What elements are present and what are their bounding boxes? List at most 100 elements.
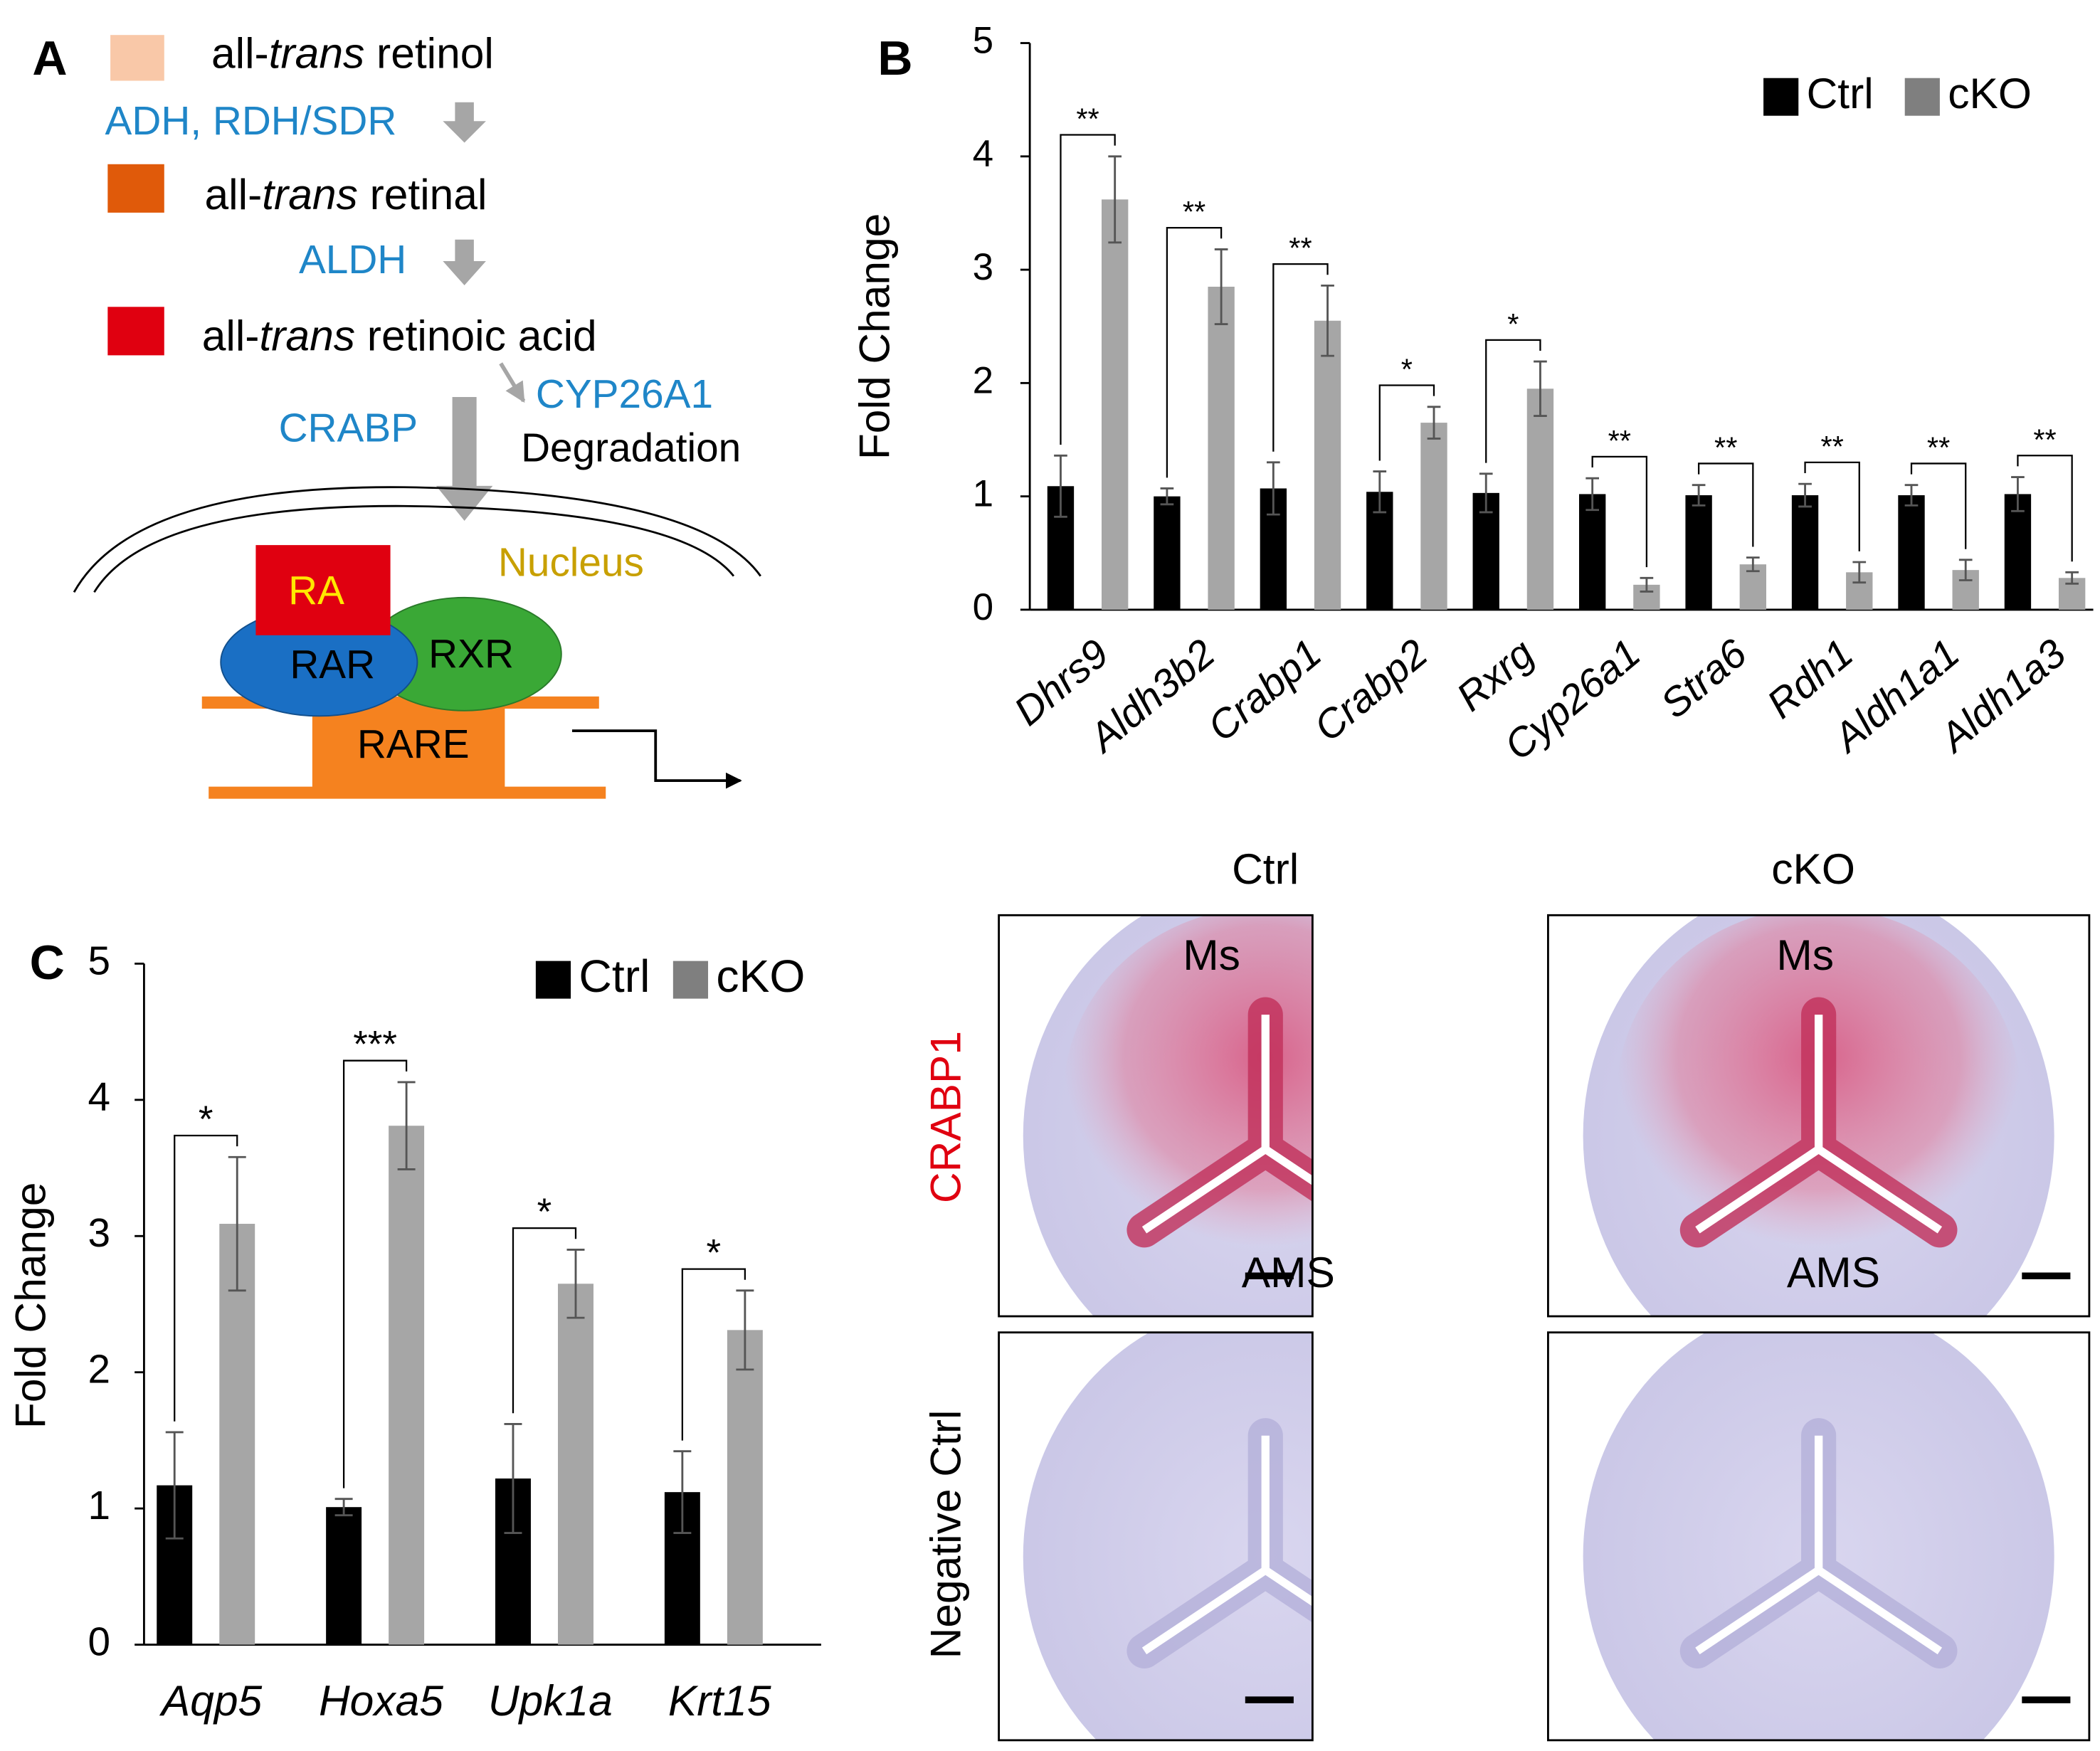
bar xyxy=(1578,494,1606,610)
y-tick-label: 3 xyxy=(973,246,993,288)
error-bar xyxy=(673,1450,692,1535)
legend-label: cKO xyxy=(716,951,805,1002)
nuclear-membrane xyxy=(93,504,735,593)
x-tick-label: Upk1a xyxy=(488,1676,613,1725)
y-tick-label: 4 xyxy=(973,133,993,175)
rare-label: RARE xyxy=(357,722,470,767)
region-label: AMS xyxy=(1787,1248,1880,1296)
region-label: Ms xyxy=(1183,931,1240,979)
error-bar xyxy=(2011,476,2025,512)
significance-bracket xyxy=(1272,263,1329,452)
micrograph xyxy=(998,1332,1313,1740)
y-tick-label: 5 xyxy=(88,938,111,983)
error-bar xyxy=(1746,556,1760,573)
error-bar xyxy=(1585,477,1600,512)
error-bar xyxy=(1427,406,1441,440)
tissue xyxy=(1023,1332,1313,1740)
transcription-arrow xyxy=(571,729,742,789)
row-title: CRABP1 xyxy=(922,1031,970,1203)
x-tick-label: Aqp5 xyxy=(159,1676,263,1725)
y-tick-label: 1 xyxy=(973,473,993,515)
arrow xyxy=(436,397,493,522)
degradation-label: Degradation xyxy=(521,426,741,471)
significance-bracket xyxy=(1378,384,1435,461)
y-tick-label: 4 xyxy=(88,1075,111,1120)
x-tick-label: Crabp1 xyxy=(1200,631,1330,751)
significance-label: * xyxy=(199,1099,213,1141)
bar xyxy=(558,1284,593,1645)
error-bar xyxy=(1852,561,1867,584)
arrow xyxy=(499,362,526,403)
error-bar xyxy=(504,1423,522,1535)
micrographs: Ctrl cKO CRABP1 Negative Ctrl Ms AMS Ms AMS xyxy=(922,845,2091,1742)
y-tick-label: 5 xyxy=(973,20,993,62)
bar xyxy=(1208,286,1235,610)
error-bar xyxy=(1534,360,1547,417)
error-bar xyxy=(1267,461,1280,516)
bar xyxy=(1898,495,1925,610)
bar xyxy=(219,1224,255,1645)
nuclear-membrane xyxy=(73,486,761,593)
panel-frame xyxy=(998,1331,1314,1742)
error-bar xyxy=(1904,484,1919,507)
y-tick-label: 2 xyxy=(973,359,993,401)
significance-label: ** xyxy=(1183,195,1205,228)
bar xyxy=(389,1126,425,1645)
significance-bracket xyxy=(1060,134,1116,445)
panel-frame xyxy=(998,914,1314,1318)
arrow xyxy=(443,239,486,286)
nucleus-label: Nucleus xyxy=(498,540,644,585)
column-title: cKO xyxy=(1771,845,1855,893)
arrow xyxy=(443,102,486,143)
error-bar xyxy=(1640,576,1654,593)
y-tick-label: 2 xyxy=(88,1348,111,1392)
rare-box xyxy=(312,702,505,792)
retinal-label: all-trans retinal xyxy=(205,170,487,218)
bar xyxy=(1420,423,1447,610)
enzyme-label: CRABP xyxy=(279,406,418,450)
micrograph xyxy=(998,915,1313,1317)
significance-label: ** xyxy=(1289,231,1312,265)
bar xyxy=(1791,495,1819,610)
y-tick-label: 0 xyxy=(973,586,993,628)
column-title: Ctrl xyxy=(1232,845,1299,893)
retinol-label: all-trans retinol xyxy=(211,28,494,77)
error-bar xyxy=(334,1498,353,1517)
bar xyxy=(727,1330,763,1645)
y-axis-label: Fold Change xyxy=(850,213,898,460)
error-bar xyxy=(1692,484,1706,507)
acid-swatch xyxy=(107,307,164,356)
significance-label: ** xyxy=(1608,424,1631,457)
y-axis-label: Fold Change xyxy=(6,1183,54,1429)
significance-label: ** xyxy=(1927,431,1950,465)
lumen xyxy=(1695,1435,1943,1655)
enzyme-label: CYP26A1 xyxy=(536,372,713,417)
bar xyxy=(1101,199,1129,610)
significance-label: * xyxy=(1401,353,1413,386)
enzyme-label: ADH, RDH/SDR xyxy=(105,99,397,144)
enzyme-label: ALDH xyxy=(299,238,406,282)
error-bar xyxy=(1054,454,1067,518)
significance-bracket xyxy=(681,1268,746,1441)
bar xyxy=(326,1507,362,1645)
lumen xyxy=(1695,1015,1943,1234)
panel-letter: B xyxy=(877,31,912,85)
y-tick-label: 3 xyxy=(88,1211,111,1256)
lumen xyxy=(1141,1015,1313,1234)
significance-bracket xyxy=(174,1134,238,1422)
panel-letter: A xyxy=(32,31,67,85)
significance-bracket xyxy=(2017,455,2073,562)
bar xyxy=(2004,494,2032,610)
legend-label: cKO xyxy=(1948,69,2032,117)
legend-swatch xyxy=(1763,78,1799,116)
error-bar xyxy=(736,1289,754,1371)
ra xyxy=(255,545,391,635)
error-bar xyxy=(228,1155,246,1292)
region-label: AMS xyxy=(1242,1248,1335,1296)
ra-label: RA xyxy=(288,568,344,613)
y-tick-label: 0 xyxy=(88,1620,111,1665)
bar xyxy=(1526,388,1554,610)
error-bar xyxy=(1108,155,1122,244)
panel-frame xyxy=(1546,914,2091,1318)
